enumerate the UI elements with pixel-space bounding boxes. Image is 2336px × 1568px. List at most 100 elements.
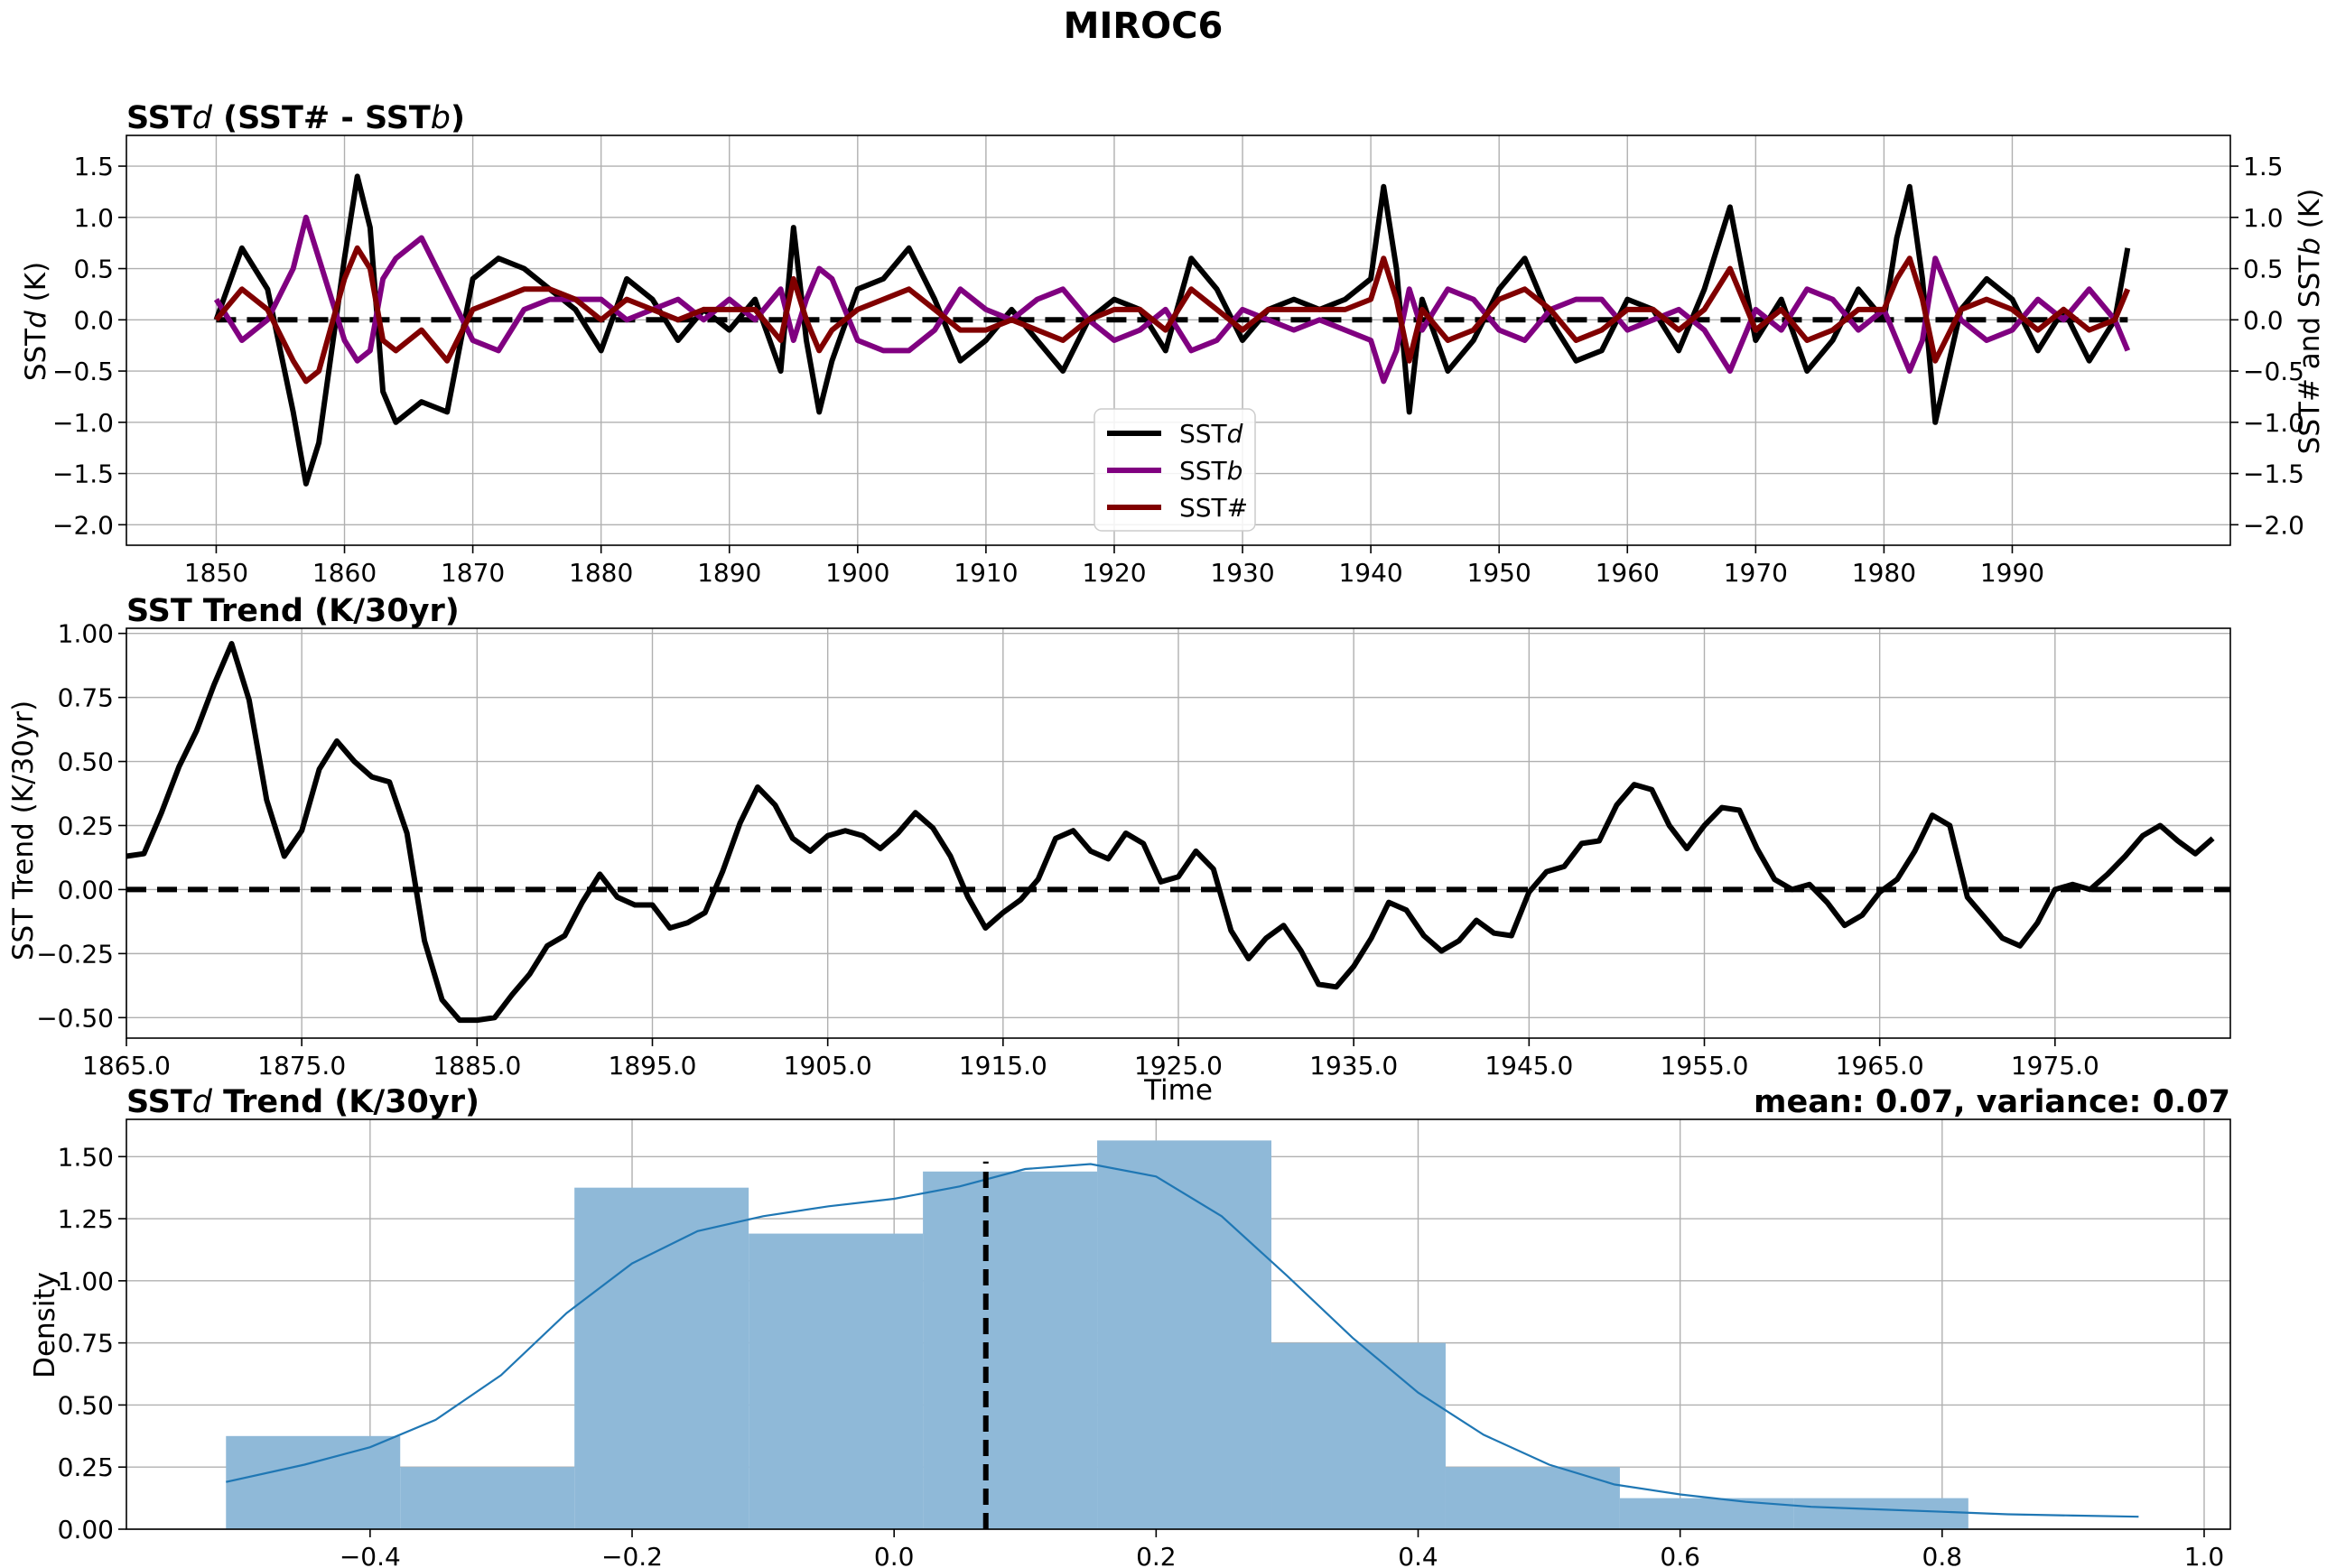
p3-histogram-bar: [1271, 1342, 1446, 1529]
p2-x-tick-labels: 1865.0 1875.0 1885.0 1895.0 1905.0 1915.0 1925…: [82, 1038, 2099, 1081]
p1-x-tick-label: 1940: [1338, 558, 1402, 588]
p2-series-line-0: [126, 641, 2215, 1024]
p1-x-tick-label: 1850: [184, 558, 248, 588]
p1-y-tick-label: −2.0: [52, 510, 114, 540]
p3-x-tick-label: 0.2: [1136, 1542, 1177, 1568]
p2-x-tick-label: 1925.0: [1134, 1051, 1223, 1081]
p2-x-tick-label: 1955.0: [1661, 1051, 1749, 1081]
p1-x-tick-label: 1910: [954, 558, 1018, 588]
p3-kde-curve: [226, 1163, 2139, 1518]
p1-x-tick-label: 1870: [441, 558, 505, 588]
p3-x-tick-label: 0.8: [1922, 1542, 1963, 1568]
p1-x-tick-label: 1890: [697, 558, 761, 588]
p2-x-tick-label: 1905.0: [784, 1051, 872, 1081]
p3-histogram-bar: [1445, 1467, 1620, 1529]
p1-title: SSTd (SST# - SSTb): [126, 100, 465, 136]
p3-x-tick-label: −0.2: [601, 1542, 663, 1568]
p3-x-tick-label: 0.4: [1398, 1542, 1438, 1568]
p3-histogram-bar: [1097, 1140, 1272, 1529]
p3-axes-frame: [126, 1118, 2231, 1530]
p2-y-tick-label: −0.25: [36, 939, 114, 969]
figure-title: MIROC6: [1064, 5, 1224, 47]
p2-x-tick-label: 1915.0: [959, 1051, 1047, 1081]
p3-x-tick-labels: −0.4 −0.2 0.0 0.2 0.4 0.6 0.8 1.0: [340, 1529, 2224, 1568]
p3-x-tick-label: 1.0: [2184, 1542, 2225, 1568]
p3-histogram-bar: [574, 1187, 749, 1529]
p1-y-tick-labels-left: 1.5 1.0 0.5 0.0 −0.5 −1.0 −1.5 −2.0: [52, 152, 126, 540]
p1-x-tick-label: 1950: [1467, 558, 1531, 588]
p1-x-tick-label: 1880: [569, 558, 633, 588]
p3-histogram-bar: [923, 1171, 1098, 1529]
p3-stats-title: mean: 0.07, variance: 0.07: [1754, 1084, 2230, 1120]
p2-y-tick-label: 0.00: [58, 875, 114, 905]
p1-x-tick-label: 1960: [1596, 558, 1660, 588]
p3-y-axis-label: Density: [29, 1272, 61, 1378]
p2-y-tick-labels: 1.00 0.75 0.50 0.25 0.00 −0.25 −0.50: [36, 619, 126, 1033]
p2-y-tick-label: 0.50: [58, 747, 114, 777]
p3-y-tick-label: 1.50: [58, 1142, 114, 1172]
panel-sstd-timeseries: 1850 1860 1870 1880 1890 1900 1910 1920 1930 1940…: [20, 100, 2326, 588]
legend-box: [1094, 408, 1256, 532]
p1-y-tick-label-right: −0.5: [2243, 357, 2304, 386]
p3-x-tick-label: 0.0: [874, 1542, 915, 1568]
p3-x-tick-label: 0.6: [1660, 1542, 1700, 1568]
p2-y-tick-label: 1.00: [58, 619, 114, 649]
p1-y-tick-label: 1.0: [73, 203, 114, 233]
p3-kde-group: [226, 1163, 2139, 1518]
p3-y-tick-labels: 1.50 1.25 1.00 0.75 0.50 0.25 0.00: [58, 1142, 126, 1545]
p2-y-tick-label: 0.25: [58, 811, 114, 840]
p1-y-tick-label: −0.5: [52, 357, 114, 386]
p2-x-axis-label: Time: [1143, 1074, 1213, 1107]
legend-label-sstb: SSTb: [1179, 456, 1242, 486]
p1-y-tick-label-right: −1.5: [2243, 459, 2304, 489]
p2-x-tick-label: 1885.0: [433, 1051, 521, 1081]
p1-y-tick-label-right: 1.0: [2243, 203, 2284, 233]
p1-x-tick-labels: 1850 1860 1870 1880 1890 1900 1910 1920 1930 1940…: [184, 545, 2044, 588]
p1-y-tick-label-right: 0.5: [2243, 255, 2284, 284]
p2-x-tick-label: 1945.0: [1484, 1051, 1573, 1081]
p3-histogram-bar: [749, 1233, 924, 1529]
p2-title: SST Trend (K/30yr): [126, 593, 460, 629]
p3-title: SSTd Trend (K/30yr): [126, 1084, 479, 1120]
p2-x-tick-label: 1895.0: [609, 1051, 697, 1081]
p2-grid: [126, 628, 2230, 1038]
p1-y-tick-label: 0.5: [73, 255, 114, 284]
p1-y-axis-label-right: SST# and SSTb (K): [2294, 189, 2326, 455]
p2-series-group: [126, 641, 2215, 1024]
p1-series-group: [213, 173, 2131, 487]
p1-legend: SSTd SSTb SST#: [1094, 408, 1256, 532]
panel-sst-trend: 1865.0 1875.0 1885.0 1895.0 1905.0 1915.0 1925…: [7, 593, 2231, 1107]
p3-y-tick-label: 1.25: [58, 1204, 114, 1234]
p1-x-tick-label: 1860: [312, 558, 377, 588]
p2-y-tick-label: −0.50: [36, 1003, 114, 1033]
p3-histogram-bar: [226, 1435, 401, 1529]
p3-y-tick-label: 0.75: [58, 1329, 114, 1359]
p2-x-tick-label: 1875.0: [257, 1051, 346, 1081]
p3-x-tick-label: −0.4: [340, 1542, 401, 1568]
p1-x-tick-label: 1970: [1724, 558, 1788, 588]
p1-y-tick-label-right: 1.5: [2243, 152, 2284, 181]
p1-y-tick-label: 1.5: [73, 152, 114, 181]
p1-y-tick-label-right: 0.0: [2243, 305, 2284, 335]
p1-y-tick-label-right: −1.0: [2243, 408, 2304, 438]
p1-y-tick-label: 0.0: [73, 305, 114, 335]
p2-y-tick-label: 0.75: [58, 683, 114, 713]
p1-x-tick-label: 1990: [1980, 558, 2044, 588]
p3-y-tick-label: 0.50: [58, 1390, 114, 1420]
p3-y-tick-label: 0.25: [58, 1452, 114, 1482]
p3-histogram-bar: [1793, 1498, 1968, 1529]
p1-x-tick-label: 1920: [1082, 558, 1146, 588]
legend-label-sstd: SSTd: [1179, 419, 1243, 449]
panel-sstd-trend-histogram: −0.4 −0.2 0.0 0.2 0.4 0.6 0.8 1.0 1.50 1.25 1.00 0…: [29, 1084, 2231, 1568]
p2-x-tick-label: 1975.0: [2011, 1051, 2099, 1081]
p3-histogram-bar: [400, 1467, 575, 1529]
p2-x-tick-label: 1865.0: [82, 1051, 171, 1081]
p1-y-tick-label-right: −2.0: [2243, 510, 2304, 540]
p1-x-tick-label: 1900: [825, 558, 889, 588]
p2-x-tick-label: 1935.0: [1309, 1051, 1398, 1081]
p1-y-axis-label: SSTd (K): [20, 262, 52, 381]
p2-x-tick-label: 1965.0: [1836, 1051, 1924, 1081]
p3-y-tick-label: 1.00: [58, 1266, 114, 1296]
p1-axes-frame: [126, 135, 2231, 546]
